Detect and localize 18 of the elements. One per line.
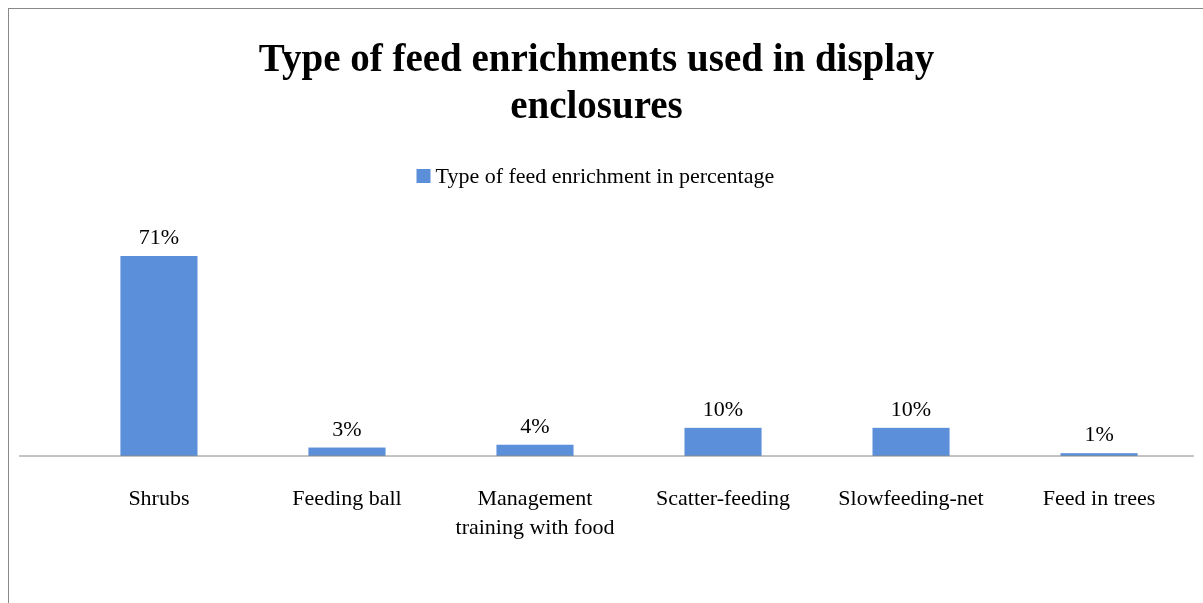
x-tick-label: Feed in trees: [1042, 485, 1156, 510]
bar: [684, 427, 762, 456]
data-label: 1%: [1084, 421, 1114, 447]
bar: [120, 256, 198, 456]
data-label: 3%: [332, 415, 362, 441]
x-tick-label: Shrubs: [128, 485, 190, 510]
x-tick-label: Management training with food: [455, 485, 615, 539]
bar: [872, 427, 950, 456]
data-label: 71%: [138, 224, 180, 249]
x-tick-label: Scatter-feeding: [656, 485, 790, 510]
x-tick-label: Feeding ball: [292, 485, 402, 510]
x-tick-label: Slowfeeding-net: [838, 485, 984, 510]
chart-title: Type of feed enrichments used in display enclosures: [258, 36, 935, 126]
data-label: 4%: [520, 412, 550, 438]
data-label: 10%: [702, 395, 744, 421]
bar: [496, 444, 574, 456]
data-label: 10%: [890, 395, 932, 421]
legend-label: Type of feed enrichment in percentage: [435, 163, 775, 188]
